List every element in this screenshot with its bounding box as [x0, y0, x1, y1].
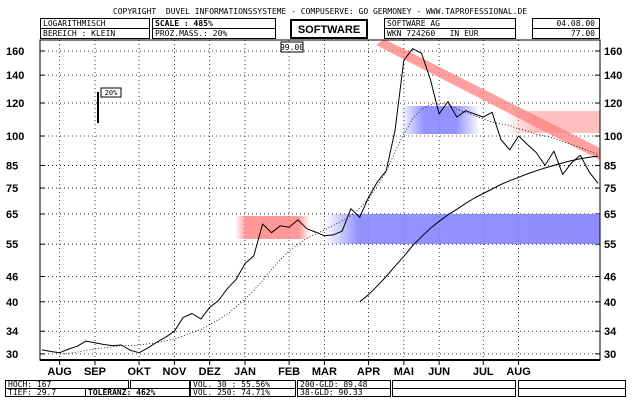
y-tick-label-right: 100 [604, 131, 622, 143]
y-tick-label-right: 65 [604, 209, 616, 221]
vol250-box: VOL. 250: 74.71% [190, 388, 296, 397]
y-tick-label-left: 120 [6, 98, 24, 110]
wkn-label: WKN 724260 IN EUR [387, 29, 479, 38]
price-marker: 99.00 [280, 41, 304, 53]
y-axis-left: 30 34 40 46 55 65 75 85 100 120 140 160 [6, 46, 24, 361]
x-tick-label: JUL [473, 366, 494, 378]
gld200-value: 200-GLD: 89.48 [300, 380, 368, 389]
toleranz-value: TOLERANZ: 462% [88, 388, 156, 397]
y-tick-label-left: 55 [6, 239, 18, 251]
x-tick-label: MAI [394, 366, 414, 378]
scale-marker: 20% [97, 87, 122, 123]
scale-type: LOGARITHMISCH [43, 19, 106, 28]
downtrend-channel [376, 39, 600, 160]
x-tick-label: OKT [127, 366, 151, 378]
wkn-box: WKN 724260 IN EUR [384, 28, 516, 39]
range-box: BEREICH : KLEIN [40, 28, 150, 39]
footer-blank-3 [392, 388, 516, 397]
last-price: 77.00 [570, 29, 595, 38]
price-marker-label: 99.00 [280, 43, 304, 52]
plot-frame [39, 39, 601, 361]
y-tick-label-right: 46 [604, 272, 616, 284]
x-tick-label: AUG [506, 366, 530, 378]
x-tick-label: APR [357, 366, 380, 378]
series [41, 48, 599, 355]
hoch-value: HOCH: 167 [8, 380, 52, 389]
y-tick-label-left: 40 [6, 297, 18, 309]
y-tick-label-right: 85 [604, 160, 616, 172]
gld38-value: 38-GLD: 90.33 [300, 388, 363, 397]
resistance-zone [235, 216, 310, 239]
proz-mass-label: PROZ.MASS.: 20% [155, 29, 228, 38]
vol250-value: VOL. 250: 74.71% [193, 388, 271, 397]
y-tick-label-right: 34 [604, 326, 617, 338]
range-label: BEREICH : KLEIN [43, 29, 116, 38]
gld38-line [59, 102, 599, 355]
price-line [41, 48, 599, 354]
title-box: SOFTWARE [290, 19, 368, 39]
y-tick-label-left: 75 [6, 183, 18, 195]
x-axis: AUG SEP OKT NOV DEZ JAN FEB MAR APR MAI JUN JUL AUG [47, 360, 531, 378]
x-tick-label: DEZ [199, 366, 221, 378]
y-tick-label-left: 65 [6, 209, 18, 221]
y-axis-right: 30 34 40 46 55 65 75 85 100 120 140 160 [604, 46, 622, 361]
y-tick-label-left: 85 [6, 160, 18, 172]
x-tick-label: SEP [84, 366, 106, 378]
chart-title: SOFTWARE [297, 24, 361, 36]
footer-blank-5 [518, 388, 626, 397]
y-tick-label-right: 30 [604, 349, 616, 361]
x-tick-label: JAN [234, 366, 256, 378]
date-label: 04.08.00 [556, 19, 595, 28]
y-tick-label-right: 55 [604, 239, 616, 251]
y-tick-label-right: 140 [604, 70, 622, 82]
y-tick-label-left: 100 [6, 131, 24, 143]
y-tick-label-right: 160 [604, 46, 622, 58]
consolidation-zone [400, 106, 480, 134]
y-tick-label-right: 40 [604, 297, 616, 309]
y-tick-label-left: 140 [6, 70, 24, 82]
proz-mass-box: PROZ.MASS.: 20% [152, 28, 276, 39]
x-tick-label: FEB [278, 366, 300, 378]
company-name: SOFTWARE AG [387, 19, 440, 28]
y-tick-label-left: 160 [6, 46, 24, 58]
vol30-value: VOL. 30 : 55.56% [193, 380, 271, 389]
axes [39, 39, 601, 361]
zones [235, 39, 600, 244]
last-price-box: 77.00 [532, 28, 600, 39]
y-tick-label-left: 46 [6, 272, 18, 284]
y-tick-label-right: 120 [604, 98, 622, 110]
x-tick-label: NOV [162, 366, 187, 378]
scale-label: SCALE : 485% [155, 19, 213, 28]
scale-marker-label: 20% [105, 89, 118, 97]
grid [40, 40, 600, 360]
copyright-line: COPYRIGHT DUVEL INFORMATIONSSYSTEME - CO… [112, 7, 528, 16]
x-tick-label: MAR [312, 366, 337, 378]
y-tick-label-left: 30 [6, 349, 18, 361]
x-tick-label: JUN [428, 366, 450, 378]
gld38-box: 38-GLD: 90.33 [297, 388, 391, 397]
y-tick-label-left: 34 [6, 326, 19, 338]
gld200-line [359, 155, 599, 303]
tief-value: TIEF: 29.7 [8, 388, 57, 397]
toleranz-box: TOLERANZ: 462% [85, 388, 190, 397]
y-tick-label-right: 75 [604, 183, 616, 195]
support-zone [325, 214, 600, 244]
x-tick-label: AUG [47, 366, 71, 378]
